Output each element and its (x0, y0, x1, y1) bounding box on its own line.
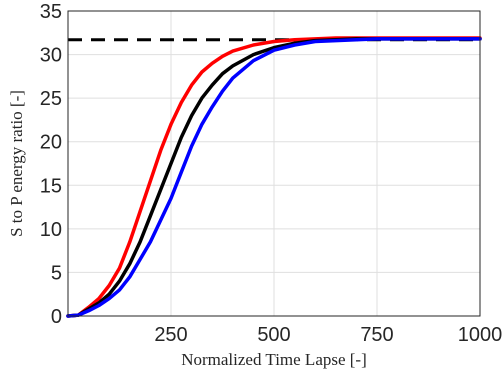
grid (68, 10, 481, 317)
y-tick-label-3: 15 (40, 175, 62, 197)
x-tick-label-1: 500 (257, 324, 290, 346)
x-axis-label: Normalized Time Lapse [-] (181, 350, 367, 369)
y-tick-label-1: 5 (51, 262, 62, 284)
y-tick-label-6: 30 (40, 45, 62, 67)
y-tick-label-2: 10 (40, 219, 62, 241)
y-tick-label-7: 35 (40, 1, 62, 23)
plot-frame (67, 10, 481, 317)
series-group (66, 36, 482, 318)
y-tick-label-0: 0 (51, 306, 62, 328)
x-tick-label-0: 250 (154, 324, 187, 346)
x-tick-label-2: 750 (360, 324, 393, 346)
tick-labels: 250 500 750 1000 0 5 10 15 20 25 30 35 (40, 1, 502, 346)
y-tick-label-5: 25 (40, 88, 62, 110)
x-tick-label-3: 1000 (458, 324, 502, 346)
y-axis-label: S to P energy ratio [-] (7, 90, 26, 237)
y-tick-label-4: 20 (40, 132, 62, 154)
series-line-2 (66, 37, 482, 318)
